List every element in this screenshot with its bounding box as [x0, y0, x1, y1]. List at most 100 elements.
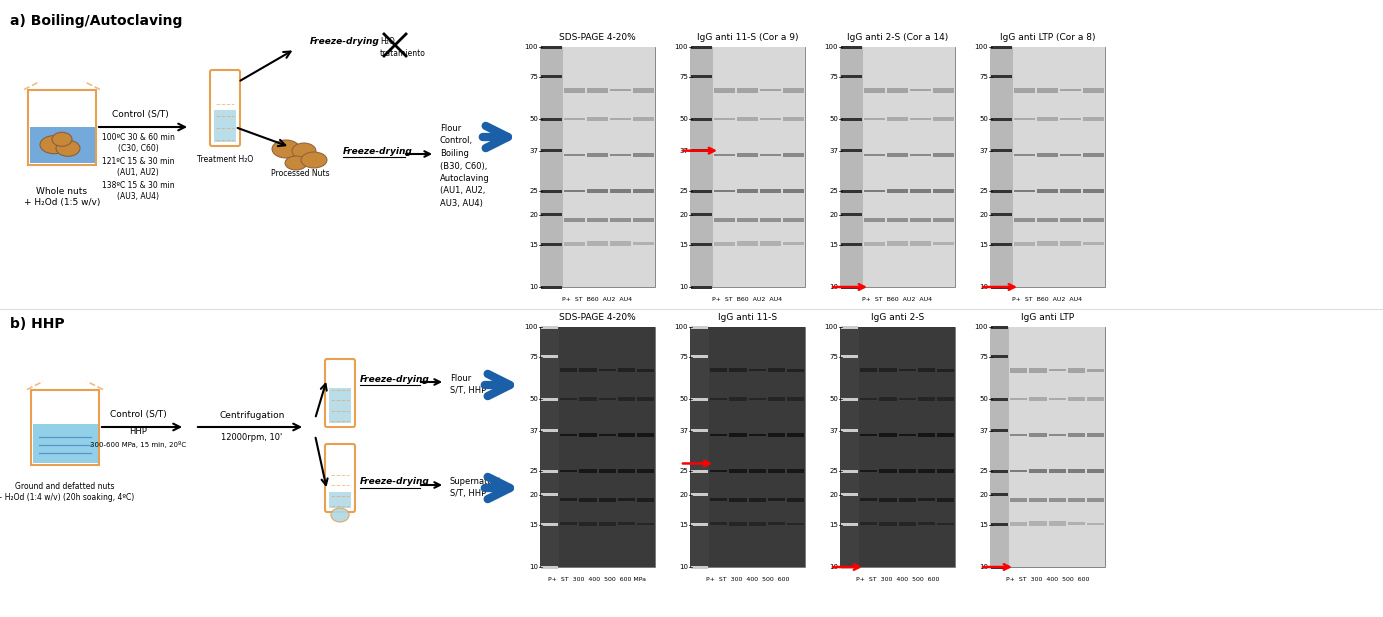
- Text: 75: 75: [679, 354, 687, 360]
- Bar: [841, 326, 859, 328]
- Bar: [1068, 397, 1084, 401]
- Bar: [610, 189, 631, 193]
- Bar: [880, 368, 896, 372]
- Bar: [564, 117, 585, 120]
- Bar: [887, 117, 909, 121]
- Bar: [992, 46, 1012, 49]
- Bar: [692, 398, 708, 401]
- Text: 10: 10: [828, 284, 838, 290]
- Text: 100: 100: [975, 324, 987, 330]
- Bar: [841, 429, 859, 432]
- Text: 138ºC 15 & 30 min: 138ºC 15 & 30 min: [102, 181, 174, 189]
- Text: 50: 50: [830, 396, 838, 402]
- Bar: [737, 218, 758, 222]
- Bar: [839, 47, 956, 287]
- Bar: [714, 242, 734, 246]
- Text: IgG anti 11-S (Cor a 9): IgG anti 11-S (Cor a 9): [697, 33, 798, 42]
- Bar: [898, 327, 917, 567]
- Text: 100: 100: [675, 44, 687, 50]
- Text: tratamiento: tratamiento: [380, 49, 426, 59]
- Bar: [617, 327, 636, 567]
- Text: 25: 25: [830, 468, 838, 474]
- Text: IgG anti LTP: IgG anti LTP: [1021, 313, 1075, 322]
- Bar: [841, 190, 862, 193]
- Bar: [787, 470, 804, 473]
- Bar: [841, 470, 859, 473]
- Text: b) HHP: b) HHP: [10, 317, 65, 331]
- Bar: [709, 499, 727, 502]
- Bar: [586, 47, 609, 287]
- Bar: [1086, 327, 1105, 567]
- Bar: [1010, 327, 1029, 567]
- Text: 20: 20: [830, 212, 838, 218]
- Text: a) Boiling/Autoclaving: a) Boiling/Autoclaving: [10, 14, 183, 28]
- FancyBboxPatch shape: [210, 70, 241, 146]
- Bar: [918, 397, 935, 400]
- Bar: [709, 522, 727, 526]
- Bar: [737, 153, 758, 157]
- Bar: [636, 369, 654, 371]
- Bar: [714, 117, 734, 120]
- Bar: [729, 522, 747, 526]
- Text: IgG anti 2-S (Cor a 14): IgG anti 2-S (Cor a 14): [846, 33, 949, 42]
- Bar: [692, 190, 712, 193]
- Text: (AU1, AU2): (AU1, AU2): [118, 167, 159, 176]
- Bar: [880, 397, 896, 400]
- Bar: [787, 433, 804, 437]
- Bar: [899, 434, 916, 436]
- Bar: [709, 368, 727, 372]
- Bar: [1059, 118, 1082, 120]
- Ellipse shape: [53, 132, 72, 146]
- Bar: [1014, 117, 1034, 120]
- Bar: [636, 523, 654, 525]
- Bar: [541, 470, 559, 473]
- Bar: [586, 189, 609, 193]
- Bar: [899, 498, 916, 502]
- Bar: [1059, 218, 1082, 222]
- Bar: [887, 218, 909, 222]
- Bar: [910, 118, 931, 120]
- Text: 10: 10: [530, 284, 538, 290]
- Text: 15: 15: [830, 522, 838, 528]
- Bar: [1059, 154, 1082, 157]
- Text: 100: 100: [824, 324, 838, 330]
- Bar: [1014, 218, 1034, 222]
- Bar: [992, 326, 1008, 328]
- Bar: [690, 327, 805, 567]
- Text: P+  ST  B60  AU2  AU4: P+ ST B60 AU2 AU4: [712, 297, 783, 302]
- Text: 75: 75: [830, 354, 838, 360]
- Bar: [599, 434, 615, 436]
- Bar: [768, 397, 784, 400]
- Bar: [992, 286, 1012, 289]
- Text: 100: 100: [524, 324, 538, 330]
- Ellipse shape: [55, 140, 80, 156]
- Bar: [633, 218, 654, 222]
- Bar: [880, 470, 896, 473]
- Bar: [579, 397, 596, 400]
- Bar: [992, 190, 1012, 193]
- Bar: [934, 242, 954, 246]
- Text: 75: 75: [830, 74, 838, 80]
- Bar: [618, 397, 635, 400]
- Text: 20: 20: [830, 492, 838, 498]
- Text: 12000rpm, 10': 12000rpm, 10': [221, 433, 282, 442]
- Bar: [841, 75, 862, 78]
- Ellipse shape: [272, 140, 300, 158]
- Bar: [1048, 469, 1066, 473]
- Bar: [761, 89, 781, 91]
- Bar: [618, 433, 635, 437]
- Bar: [692, 46, 712, 49]
- Text: 75: 75: [979, 74, 987, 80]
- Bar: [692, 213, 712, 216]
- Bar: [690, 327, 709, 567]
- Bar: [787, 369, 804, 371]
- Bar: [864, 88, 885, 93]
- Bar: [709, 434, 727, 436]
- Bar: [1037, 117, 1058, 121]
- Bar: [786, 327, 805, 567]
- Text: 37: 37: [530, 147, 538, 154]
- Bar: [714, 88, 734, 93]
- Bar: [578, 327, 597, 567]
- Text: 15: 15: [830, 242, 838, 248]
- Text: 100: 100: [824, 44, 838, 50]
